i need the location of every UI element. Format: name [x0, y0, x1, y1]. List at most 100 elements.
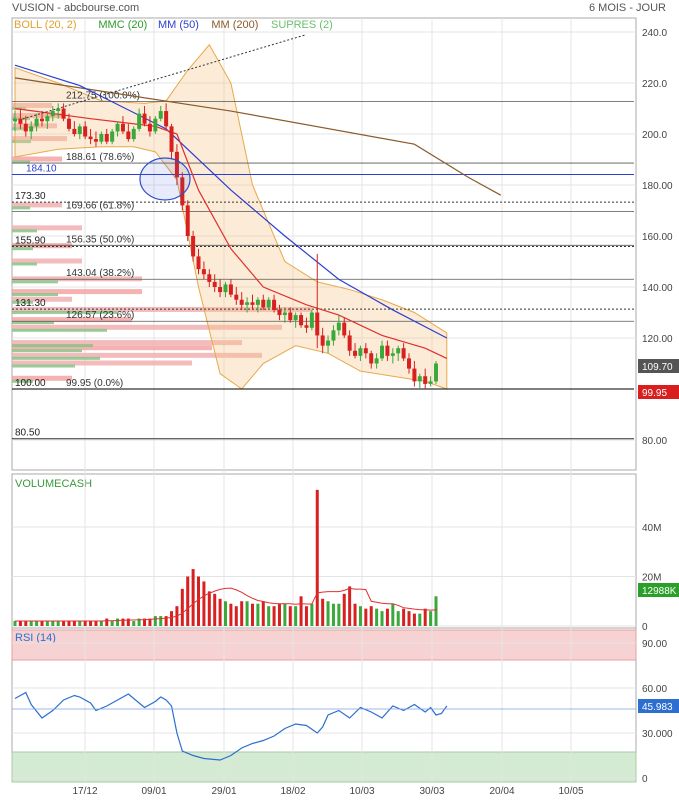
volume-profile-bar-up — [12, 321, 54, 325]
candle-body — [158, 111, 163, 119]
price-axis-label: 220.0 — [642, 79, 667, 90]
candle-body — [423, 376, 428, 384]
candle-body — [29, 126, 34, 132]
volume-profile-bar-up — [12, 117, 30, 121]
volume-bar — [434, 596, 438, 626]
volume-bar — [24, 621, 28, 626]
volume-bar — [337, 603, 341, 626]
legend-item: SUPRES (2) — [271, 19, 333, 31]
level-badge-bg — [638, 385, 679, 399]
volume-bar — [369, 606, 373, 626]
candle-body — [223, 284, 228, 293]
volume-bar — [78, 621, 82, 626]
legend-item: MMC (20) — [98, 19, 147, 31]
volume-bar — [342, 593, 346, 626]
candle-body — [358, 348, 363, 356]
volume-bar — [121, 618, 125, 626]
fibonacci-label: 99.95 (0.0%) — [66, 378, 123, 389]
candle-body — [407, 358, 412, 369]
volume-bar — [56, 621, 60, 626]
axis-labels: 17/12 09/01 29/01 18/02 10/03 30/03 20/04 10/05… — [72, 28, 673, 797]
candle-body — [207, 274, 212, 282]
volume-bar — [288, 606, 292, 626]
volume-bar — [396, 611, 400, 626]
volume-title: VOLUMECASH — [15, 478, 92, 490]
candle-body — [380, 345, 385, 359]
price-levels: 212.75 (100.0%) 188.61 (78.6%) 169.66 (61.… — [12, 90, 634, 440]
volume-profile-bar-up — [12, 293, 58, 297]
candle-body — [34, 118, 39, 127]
volume-profile-bar — [12, 289, 142, 295]
candle-body — [266, 299, 271, 308]
candle-body — [185, 205, 190, 236]
volume-bar — [304, 606, 308, 626]
chart-title: VUSION - abcbourse.com — [12, 2, 139, 14]
candle-body — [180, 177, 185, 206]
volume-bar — [261, 601, 265, 626]
volume-profile-bar — [12, 225, 82, 231]
candle-body — [50, 111, 55, 117]
candle-body — [88, 136, 93, 140]
volume-bar — [385, 608, 389, 626]
support-resistance-label: 184.10 — [26, 164, 57, 175]
volume-bar — [358, 606, 362, 626]
volume-profile-bar-up — [12, 262, 37, 266]
candle-body — [336, 322, 341, 331]
support-resistance-label: 100.00 — [15, 378, 46, 389]
volume-profile-bar-up — [12, 344, 93, 348]
volume-bar — [234, 606, 238, 626]
candle-body — [212, 281, 217, 287]
volume-bar — [164, 616, 168, 626]
volume-bar — [245, 601, 249, 626]
rsi-axis-label: 30.000 — [642, 729, 673, 740]
date-label: 30/03 — [419, 786, 444, 797]
volume-bar — [197, 576, 201, 626]
volume-bar — [29, 621, 33, 626]
volume-bar — [391, 603, 395, 626]
volume-bar — [240, 601, 244, 626]
candle-body — [250, 302, 255, 305]
candle-body — [110, 131, 115, 142]
volume-profile-bar — [12, 345, 212, 351]
candle-body — [282, 312, 287, 316]
date-label: 10/03 — [349, 786, 374, 797]
price-axis-label: 120.00 — [642, 334, 673, 345]
rsi-badge-bg — [638, 699, 679, 713]
fibonacci-label: 188.61 (78.6%) — [66, 152, 134, 163]
volume-bar — [299, 596, 303, 626]
candle-body — [385, 345, 390, 356]
candle-body — [234, 294, 239, 300]
volume-bar — [51, 621, 55, 626]
candlesticks — [13, 103, 438, 389]
support-resistance-label: 80.50 — [15, 428, 40, 439]
candle-body — [147, 123, 152, 132]
candle-body — [191, 236, 196, 257]
volume-bar — [321, 598, 325, 626]
volume-bar — [283, 603, 287, 626]
value-badges: 109.70 99.95 12988K 45.983 — [638, 359, 679, 713]
volume-bar — [418, 613, 422, 626]
candle-body — [315, 312, 320, 336]
volume-bar — [13, 621, 17, 626]
level-badge: 99.95 — [642, 388, 667, 399]
volume-badge-bg — [638, 583, 679, 597]
date-label: 29/01 — [211, 786, 236, 797]
volume-ma-line — [15, 587, 437, 622]
last-price-badge-bg — [638, 359, 679, 373]
candle-body — [131, 128, 136, 140]
candle-body — [174, 151, 179, 178]
volume-bar — [272, 606, 276, 626]
volume-bar — [94, 621, 98, 626]
volume-bar — [72, 621, 76, 626]
volume-profile-bar-up — [12, 328, 107, 332]
candle-body — [288, 312, 293, 321]
volume-bar — [18, 621, 22, 626]
price-axis-label: 240.0 — [642, 28, 667, 39]
rsi-badge: 45.983 — [642, 702, 673, 713]
candle-body — [104, 134, 109, 142]
candle-body — [72, 128, 77, 134]
volume-bar — [326, 601, 330, 626]
volume-profile-bar-up — [12, 140, 31, 144]
volume-profile-bar-up — [12, 300, 33, 304]
